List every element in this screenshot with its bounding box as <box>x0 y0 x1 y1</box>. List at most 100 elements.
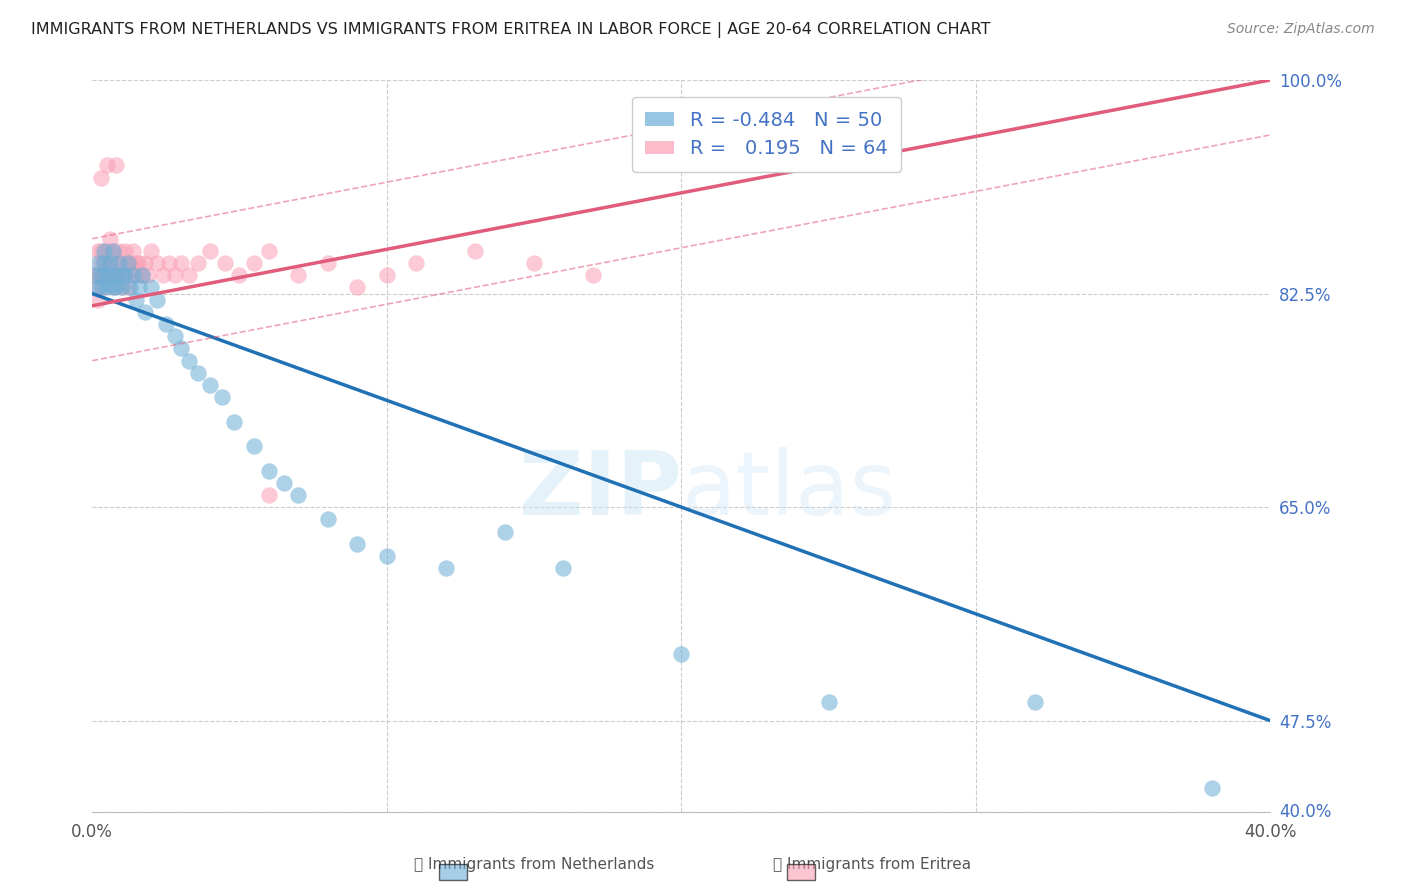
Point <box>107 268 129 283</box>
Point <box>120 268 142 283</box>
Point <box>228 268 250 283</box>
Point <box>101 244 124 258</box>
Point <box>98 256 121 270</box>
Point <box>163 329 186 343</box>
Point <box>187 366 209 380</box>
Text: atlas: atlas <box>682 447 897 533</box>
Point <box>134 256 156 270</box>
Point <box>87 256 110 270</box>
Point <box>90 280 112 294</box>
Point <box>128 280 150 294</box>
Point <box>84 268 107 283</box>
Point <box>198 378 221 392</box>
Point <box>211 390 233 404</box>
Point <box>553 561 575 575</box>
Point <box>375 549 398 563</box>
Point <box>434 561 457 575</box>
Point <box>104 280 127 294</box>
Point <box>101 244 124 258</box>
Point <box>122 244 145 258</box>
Point <box>90 268 112 283</box>
Point <box>257 488 280 502</box>
Point <box>93 268 115 283</box>
Point <box>84 280 107 294</box>
Point <box>287 488 309 502</box>
Point <box>198 244 221 258</box>
Point <box>111 256 134 270</box>
Point <box>101 268 124 283</box>
Point <box>671 647 693 661</box>
Point <box>117 256 139 270</box>
Point <box>98 232 121 246</box>
Point <box>114 244 136 258</box>
Point <box>93 256 115 270</box>
Point <box>87 293 110 307</box>
Point <box>114 268 136 283</box>
Point <box>157 256 180 270</box>
Point <box>107 256 129 270</box>
Point <box>257 244 280 258</box>
Point <box>131 268 153 283</box>
Point <box>125 268 148 283</box>
Point <box>87 268 110 283</box>
Point <box>117 280 139 294</box>
Point <box>405 256 427 270</box>
Point <box>1024 695 1046 709</box>
Point <box>122 268 145 283</box>
Point <box>93 256 115 270</box>
Point <box>93 244 115 258</box>
Point <box>125 256 148 270</box>
Point <box>90 268 112 283</box>
Point <box>523 256 546 270</box>
Point <box>214 256 236 270</box>
Text: IMMIGRANTS FROM NETHERLANDS VS IMMIGRANTS FROM ERITREA IN LABOR FORCE | AGE 20-6: IMMIGRANTS FROM NETHERLANDS VS IMMIGRANT… <box>31 22 990 38</box>
Point <box>375 268 398 283</box>
Point <box>98 256 121 270</box>
Point <box>139 280 162 294</box>
Point <box>104 256 127 270</box>
Point <box>316 256 339 270</box>
Point <box>582 268 605 283</box>
Point <box>131 268 153 283</box>
Point <box>136 268 159 283</box>
Point <box>273 475 295 490</box>
Point <box>90 244 112 258</box>
Point <box>87 280 110 294</box>
Point <box>346 280 368 294</box>
Point <box>187 256 209 270</box>
Point <box>90 170 112 185</box>
Point <box>98 268 121 283</box>
Point <box>125 293 148 307</box>
Point <box>169 342 191 356</box>
Point <box>96 280 118 294</box>
Text: ZIP: ZIP <box>519 447 682 533</box>
Point <box>464 244 486 258</box>
Point <box>111 280 134 294</box>
Text: ⬜ Immigrants from Eritrea: ⬜ Immigrants from Eritrea <box>773 857 970 872</box>
Point <box>93 280 115 294</box>
Point <box>104 268 127 283</box>
Point <box>101 280 124 294</box>
Text: 40.0%: 40.0% <box>1279 803 1331 822</box>
Point <box>179 353 201 368</box>
Point <box>243 439 266 453</box>
Point <box>134 305 156 319</box>
Point <box>96 244 118 258</box>
Point <box>346 537 368 551</box>
Point <box>316 512 339 526</box>
Point <box>139 244 162 258</box>
Point <box>96 158 118 172</box>
Point <box>120 280 142 294</box>
Point <box>107 244 129 258</box>
Point <box>104 158 127 172</box>
Text: Source: ZipAtlas.com: Source: ZipAtlas.com <box>1227 22 1375 37</box>
Point <box>155 317 177 331</box>
Legend: R = -0.484   N = 50, R =   0.195   N = 64: R = -0.484 N = 50, R = 0.195 N = 64 <box>631 97 901 172</box>
Point <box>111 280 134 294</box>
Point <box>146 293 169 307</box>
Point <box>169 256 191 270</box>
Point <box>96 256 118 270</box>
Point <box>287 268 309 283</box>
Point <box>152 268 174 283</box>
Point <box>146 256 169 270</box>
